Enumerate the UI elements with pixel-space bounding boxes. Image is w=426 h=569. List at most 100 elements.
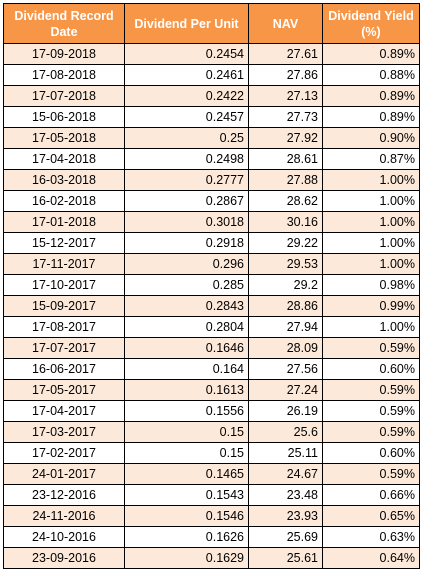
table-row: 17-09-2018 0.2454 27.61 0.89% [3,43,420,65]
cell-dividend-yield: 0.60% [322,442,420,464]
table-row: 16-06-2017 0.164 27.56 0.60% [3,358,420,380]
cell-dividend-yield: 0.64% [322,547,420,569]
cell-nav: 27.61 [248,43,323,65]
table-row: 17-05-2017 0.1613 27.24 0.59% [3,379,420,401]
cell-dividend-per-unit: 0.164 [124,358,249,380]
cell-nav: 29.53 [248,253,323,275]
cell-nav: 24.67 [248,463,323,485]
cell-record-date: 17-05-2017 [3,379,125,401]
cell-nav: 29.22 [248,232,323,254]
cell-dividend-yield: 0.89% [322,85,420,107]
cell-record-date: 15-09-2017 [3,295,125,317]
cell-nav: 28.62 [248,190,323,212]
table-header: Dividend Record Date Dividend Per Unit N… [3,3,420,44]
cell-dividend-yield: 0.59% [322,400,420,422]
cell-record-date: 16-06-2017 [3,358,125,380]
cell-dividend-yield: 1.00% [322,190,420,212]
cell-nav: 27.56 [248,358,323,380]
cell-record-date: 17-03-2017 [3,421,125,443]
cell-dividend-per-unit: 0.25 [124,127,249,149]
cell-dividend-per-unit: 0.1629 [124,547,249,569]
cell-dividend-per-unit: 0.2422 [124,85,249,107]
table-row: 15-12-2017 0.2918 29.22 1.00% [3,232,420,254]
cell-nav: 27.13 [248,85,323,107]
cell-dividend-yield: 1.00% [322,211,420,233]
cell-dividend-per-unit: 0.285 [124,274,249,296]
table-row: 17-04-2017 0.1556 26.19 0.59% [3,400,420,422]
cell-dividend-yield: 1.00% [322,232,420,254]
cell-dividend-per-unit: 0.1465 [124,463,249,485]
cell-nav: 27.24 [248,379,323,401]
cell-nav: 28.09 [248,337,323,359]
table-row: 23-12-2016 0.1543 23.48 0.66% [3,484,420,506]
cell-dividend-yield: 0.87% [322,148,420,170]
cell-nav: 25.6 [248,421,323,443]
header-record-date: Dividend Record Date [3,3,125,44]
cell-dividend-per-unit: 0.2461 [124,64,249,86]
cell-dividend-per-unit: 0.2804 [124,316,249,338]
cell-dividend-per-unit: 0.2498 [124,148,249,170]
cell-dividend-per-unit: 0.1626 [124,526,249,548]
cell-dividend-per-unit: 0.15 [124,421,249,443]
cell-dividend-yield: 0.59% [322,463,420,485]
cell-dividend-per-unit: 0.2918 [124,232,249,254]
cell-nav: 30.16 [248,211,323,233]
cell-dividend-yield: 1.00% [322,253,420,275]
cell-nav: 27.73 [248,106,323,128]
cell-dividend-per-unit: 0.2867 [124,190,249,212]
cell-record-date: 17-07-2017 [3,337,125,359]
table-row: 15-06-2018 0.2457 27.73 0.89% [3,106,420,128]
cell-record-date: 15-12-2017 [3,232,125,254]
cell-dividend-per-unit: 0.2454 [124,43,249,65]
cell-dividend-per-unit: 0.1613 [124,379,249,401]
cell-record-date: 24-11-2016 [3,505,125,527]
cell-record-date: 17-01-2018 [3,211,125,233]
table-body: 17-09-2018 0.2454 27.61 0.89% 17-08-2018 0.24… [3,43,420,569]
table-row: 17-04-2018 0.2498 28.61 0.87% [3,148,420,170]
cell-nav: 27.86 [248,64,323,86]
table-row: 17-07-2018 0.2422 27.13 0.89% [3,85,420,107]
table-row: 17-08-2017 0.2804 27.94 1.00% [3,316,420,338]
header-dividend-yield: Dividend Yield (%) [322,3,420,44]
cell-record-date: 23-09-2016 [3,547,125,569]
cell-nav: 25.61 [248,547,323,569]
table-row: 24-11-2016 0.1546 23.93 0.65% [3,505,420,527]
cell-nav: 28.86 [248,295,323,317]
cell-record-date: 17-09-2018 [3,43,125,65]
cell-dividend-yield: 0.90% [322,127,420,149]
cell-dividend-yield: 0.59% [322,337,420,359]
cell-dividend-per-unit: 0.2457 [124,106,249,128]
cell-nav: 25.69 [248,526,323,548]
cell-dividend-yield: 0.89% [322,43,420,65]
cell-record-date: 16-02-2018 [3,190,125,212]
table-row: 16-03-2018 0.2777 27.88 1.00% [3,169,420,191]
cell-record-date: 17-08-2017 [3,316,125,338]
cell-record-date: 15-06-2018 [3,106,125,128]
table-row: 24-01-2017 0.1465 24.67 0.59% [3,463,420,485]
cell-nav: 23.93 [248,505,323,527]
cell-dividend-per-unit: 0.3018 [124,211,249,233]
cell-dividend-per-unit: 0.15 [124,442,249,464]
table-row: 16-02-2018 0.2867 28.62 1.00% [3,190,420,212]
cell-dividend-yield: 0.89% [322,106,420,128]
cell-record-date: 17-11-2017 [3,253,125,275]
cell-dividend-per-unit: 0.1546 [124,505,249,527]
cell-record-date: 24-10-2016 [3,526,125,548]
cell-nav: 23.48 [248,484,323,506]
cell-dividend-per-unit: 0.2843 [124,295,249,317]
cell-record-date: 17-10-2017 [3,274,125,296]
cell-nav: 27.94 [248,316,323,338]
cell-dividend-per-unit: 0.1556 [124,400,249,422]
cell-record-date: 17-05-2018 [3,127,125,149]
cell-dividend-yield: 0.88% [322,64,420,86]
cell-dividend-per-unit: 0.1646 [124,337,249,359]
cell-nav: 26.19 [248,400,323,422]
header-dividend-per-unit: Dividend Per Unit [124,3,249,44]
header-nav: NAV [248,3,323,44]
table-row: 17-02-2017 0.15 25.11 0.60% [3,442,420,464]
cell-record-date: 23-12-2016 [3,484,125,506]
cell-dividend-yield: 0.59% [322,421,420,443]
cell-nav: 25.11 [248,442,323,464]
cell-dividend-yield: 0.59% [322,379,420,401]
table-row: 17-03-2017 0.15 25.6 0.59% [3,421,420,443]
